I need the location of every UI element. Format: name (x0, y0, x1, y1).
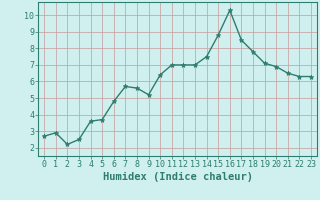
X-axis label: Humidex (Indice chaleur): Humidex (Indice chaleur) (103, 172, 252, 182)
